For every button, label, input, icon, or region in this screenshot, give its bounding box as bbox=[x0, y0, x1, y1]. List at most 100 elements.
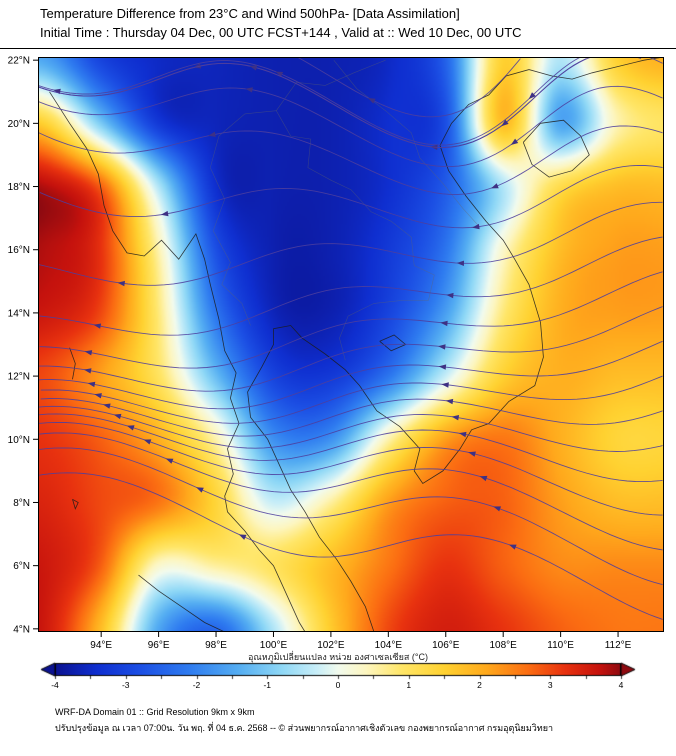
streamline bbox=[38, 405, 663, 452]
wind-arrow bbox=[94, 393, 102, 399]
y-axis-tick-label: 10°N bbox=[8, 435, 30, 446]
x-axis-tick-label: 112°E bbox=[605, 640, 632, 651]
streamline bbox=[296, 57, 521, 118]
figure-subtitle: Initial Time : Thursday 04 Dec, 00 UTC F… bbox=[40, 25, 522, 40]
coastline bbox=[69, 347, 76, 380]
country-border bbox=[276, 110, 435, 301]
wind-arrow bbox=[441, 382, 449, 388]
wind-arrow bbox=[501, 119, 509, 127]
wind-arrow bbox=[479, 475, 488, 482]
x-axis-tick-label: 106°E bbox=[432, 640, 460, 651]
wind-arrow bbox=[165, 458, 174, 464]
wind-arrow bbox=[93, 323, 102, 329]
axes: 94°E 96°E 98°E 100°E 102°E 104°E 106°E 108°E 110… bbox=[8, 56, 664, 651]
colorbar-tick-label: 0 bbox=[335, 680, 341, 690]
streamline bbox=[38, 421, 663, 516]
colorbar-tick-label: 1 bbox=[406, 680, 412, 690]
wind-arrow bbox=[468, 451, 476, 457]
y-axis-tick-label: 16°N bbox=[8, 245, 30, 256]
wind-arrow bbox=[510, 138, 519, 145]
wind-arrow bbox=[245, 87, 253, 93]
streamline bbox=[40, 398, 663, 437]
country-border bbox=[339, 300, 429, 361]
streamline bbox=[38, 432, 663, 551]
streamline bbox=[40, 375, 663, 424]
colorbar bbox=[0, 661, 676, 691]
colorbar-tick-label: 2 bbox=[477, 680, 482, 690]
streamline bbox=[38, 57, 663, 146]
streamline bbox=[38, 58, 587, 148]
colorbar-tick-label: 3 bbox=[547, 680, 553, 690]
wind-arrow bbox=[438, 364, 447, 370]
x-axis-tick-label: 104°E bbox=[375, 640, 403, 651]
wind-arrow bbox=[438, 344, 446, 350]
colorbar-tick-label: -1 bbox=[263, 680, 272, 690]
wind-arrow bbox=[208, 131, 216, 137]
wind-arrow bbox=[472, 223, 480, 230]
wind-arrow bbox=[528, 92, 536, 100]
wind-arrow bbox=[160, 210, 169, 217]
streamline bbox=[39, 164, 663, 229]
x-axis-tick-label: 110°E bbox=[547, 640, 574, 651]
coastline bbox=[49, 91, 306, 632]
streamline bbox=[38, 201, 663, 286]
coastline bbox=[379, 334, 407, 352]
wind-arrow bbox=[508, 544, 517, 550]
y-axis-tick-label: 4°N bbox=[13, 624, 30, 635]
wind-arrow bbox=[440, 320, 448, 327]
country-border bbox=[210, 167, 251, 326]
map-layers bbox=[38, 57, 664, 632]
wind-arrow bbox=[196, 487, 204, 493]
wind-arrow bbox=[143, 439, 152, 445]
y-axis-tick-label: 20°N bbox=[8, 119, 30, 130]
plot-frame bbox=[38, 57, 664, 632]
coastline bbox=[247, 57, 664, 632]
x-axis-tick-label: 96°E bbox=[148, 640, 170, 651]
wind-arrow bbox=[126, 425, 135, 431]
wind-arrow bbox=[446, 292, 454, 299]
wind-arrow bbox=[87, 381, 96, 388]
x-axis-tick-label: 100°E bbox=[260, 640, 288, 651]
streamline bbox=[38, 340, 663, 410]
colorbar-tick-label: -4 bbox=[51, 680, 59, 690]
header-divider bbox=[0, 48, 676, 49]
wind-arrow bbox=[113, 413, 122, 420]
wind-arrow bbox=[83, 368, 92, 374]
country-border bbox=[333, 60, 481, 228]
y-axis-tick-label: 22°N bbox=[8, 56, 30, 67]
y-axis-tick-label: 12°N bbox=[8, 372, 30, 383]
coastline bbox=[138, 574, 225, 632]
wind-arrow bbox=[458, 431, 467, 438]
coastline bbox=[522, 119, 590, 178]
y-axis-tick-label: 14°N bbox=[8, 308, 30, 319]
streamline bbox=[38, 125, 663, 195]
x-axis-tick-label: 98°E bbox=[205, 640, 227, 651]
streamline bbox=[39, 236, 663, 336]
wind-arrow bbox=[445, 398, 454, 405]
temperature-field-canvas bbox=[38, 57, 664, 632]
streamline bbox=[39, 306, 663, 392]
streamline bbox=[38, 472, 663, 620]
wind-arrow bbox=[456, 260, 464, 266]
streamline bbox=[39, 271, 663, 369]
colorbar-tick-label: -2 bbox=[192, 680, 201, 690]
x-axis-tick-label: 108°E bbox=[490, 640, 518, 651]
y-axis-tick-label: 6°N bbox=[13, 561, 30, 572]
wind-arrow bbox=[103, 403, 111, 409]
coastline bbox=[72, 498, 79, 510]
y-axis-tick-label: 18°N bbox=[8, 182, 30, 193]
colorbar-label: อุณหภูมิเปลี่ยนแปลง หน่วย องศาเซลเซียส (… bbox=[248, 652, 428, 662]
wind-arrow bbox=[451, 415, 460, 421]
colorbar-tick-label: 4 bbox=[618, 680, 624, 690]
wind-arrow bbox=[238, 534, 247, 540]
wind-arrow bbox=[249, 65, 258, 71]
wind-arrow bbox=[493, 506, 501, 512]
x-axis-tick-label: 102°E bbox=[317, 640, 345, 651]
colorbar-tick-label: -3 bbox=[121, 680, 130, 690]
streamline bbox=[38, 447, 663, 586]
footer-domain-info: WRF-DA Domain 01 :: Grid Resolution 9km … bbox=[55, 707, 255, 717]
y-axis-tick-label: 8°N bbox=[13, 498, 30, 509]
figure-title: Temperature Difference from 23°C and Win… bbox=[40, 6, 460, 21]
